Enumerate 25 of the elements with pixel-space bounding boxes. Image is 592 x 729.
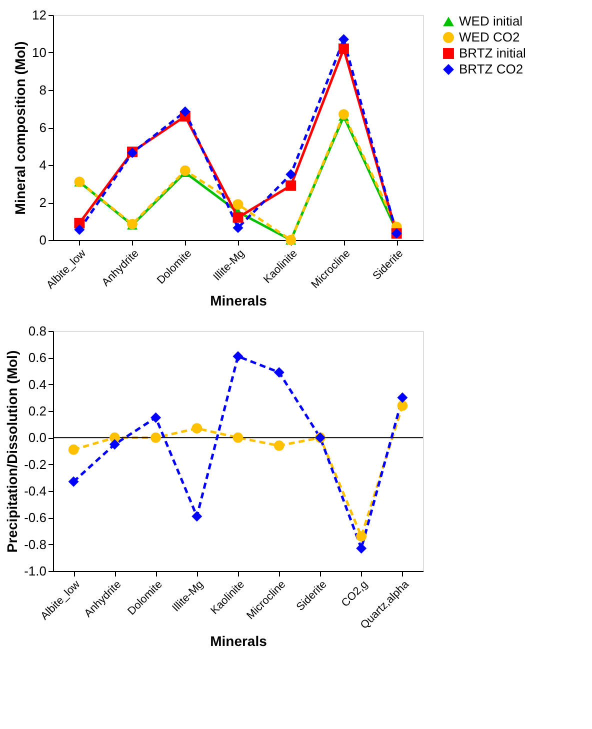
y-tick-label: 0.8 (28, 324, 46, 338)
y-tick-label: -0.8 (24, 536, 46, 552)
legend-label: BRTZ initial (459, 46, 526, 60)
y-tick-label: 0.2 (28, 404, 46, 418)
y-tick-label: 0 (39, 232, 46, 248)
x-axis-title: Minerals (210, 632, 268, 649)
y-tick-label: 0.0 (28, 430, 46, 446)
y-tick-label: 8 (39, 82, 46, 98)
y-tick-label: -0.4 (24, 484, 46, 498)
x-axis-title: Minerals (210, 292, 268, 309)
y-axis-title: Precipitation/Dissolution (Mol) (4, 350, 20, 553)
y-tick-label: 2 (39, 195, 46, 210)
y-tick-label: -0.6 (24, 510, 46, 526)
y-tick-label: 4 (39, 158, 46, 172)
y-tick-label: 10 (32, 45, 46, 60)
legend-label: WED initial (459, 14, 523, 28)
legend-label: WED CO2 (459, 30, 520, 44)
y-tick-label: 0.6 (28, 350, 46, 366)
legend-label: BRTZ CO2 (459, 62, 524, 76)
y-tick-label: 0.4 (28, 376, 46, 392)
y-tick-label: -0.2 (24, 456, 46, 472)
y-tick-label: 6 (39, 120, 46, 135)
y-tick-label: -1.0 (24, 564, 46, 578)
y-axis-title: Mineral composition (Mol) (12, 41, 28, 215)
y-tick-label: 12 (32, 8, 46, 22)
